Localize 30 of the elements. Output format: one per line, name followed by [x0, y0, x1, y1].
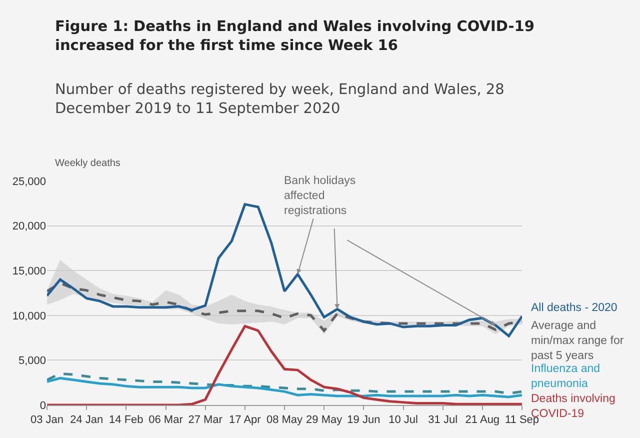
line-series [47, 376, 522, 398]
x-tick-label: 14 Feb [109, 414, 144, 426]
x-tick-label: 31 Jul [428, 414, 458, 426]
series-label: Influenza and pneumonia [531, 363, 600, 390]
y-tick-label: 0 [40, 400, 46, 412]
line-series [47, 282, 522, 332]
x-tick-label: 27 Mar [188, 414, 223, 426]
series-label: All deaths - 2020 [531, 302, 618, 314]
x-tick-label: 24 Jan [70, 414, 104, 426]
chart-subtitle: Number of deaths registered by week, England and Wales, 28 December 2019 to 11 September 2020 [55, 82, 504, 117]
x-tick-label: 10 Jul [388, 414, 418, 426]
x-tick-label: 21 Aug [465, 414, 500, 426]
line-series [47, 372, 522, 395]
y-tick-label: 25,000 [12, 176, 46, 188]
x-tick-label: 11 Sep [504, 414, 540, 426]
y-tick-label: 20,000 [12, 220, 46, 233]
y-tick-label: 10,000 [12, 310, 46, 322]
line-series [47, 203, 522, 338]
x-tick-label: 19 Jun [347, 414, 380, 426]
y-axis-title: Weekly deaths [55, 158, 120, 169]
chart-title: Figure 1: Deaths in England and Wales involving COVID-19 increased for the first time since Week 16 [55, 19, 534, 54]
annotation: Bank holidays affected registrations [284, 175, 356, 217]
x-tick-label: 08 May [266, 414, 304, 426]
x-tick-label: 03 Jan [30, 414, 64, 426]
series-label: Average and min/max range for past 5 years [531, 320, 624, 362]
x-tick-label: 17 Apr [229, 414, 262, 426]
y-tick-label: 15,000 [12, 265, 46, 278]
x-tick-label: 29 May [306, 414, 343, 426]
x-tick-label: 06 Mar [148, 414, 184, 426]
y-tick-label: 5,000 [18, 355, 46, 368]
